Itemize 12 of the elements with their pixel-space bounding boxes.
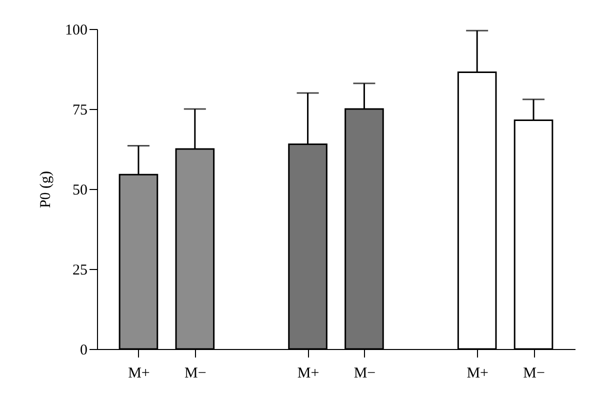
x-tick-label: M+ (128, 366, 150, 382)
y-tick-label: 25 (72, 262, 88, 278)
x-tick-label: M− (184, 366, 206, 382)
y-tick-label: 100 (65, 22, 88, 38)
x-tick-label: M− (354, 366, 376, 382)
y-tick-label: 50 (72, 182, 88, 198)
y-axis-title: P0 (g) (38, 170, 54, 208)
x-tick-label: M+ (466, 366, 488, 382)
y-tick-label: 75 (72, 102, 88, 118)
x-tick-label: M+ (297, 366, 320, 382)
y-tick-label: 0 (80, 342, 88, 358)
x-tick-label: M− (523, 366, 545, 382)
